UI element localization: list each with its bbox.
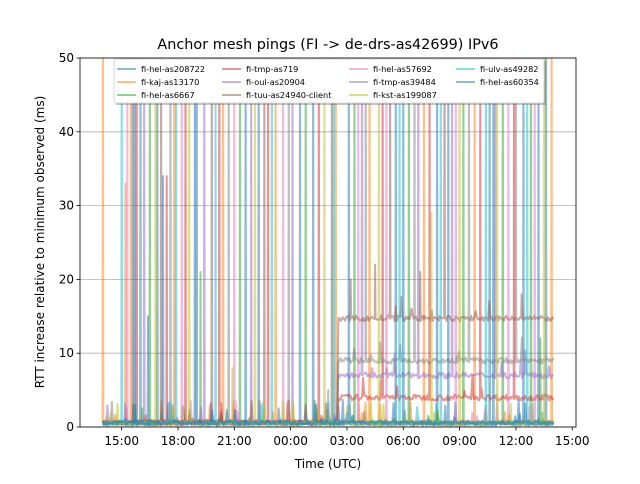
y-tick-label: 0: [66, 420, 74, 434]
x-tick-label: 09:00: [442, 434, 477, 448]
x-tick-label: 12:00: [499, 434, 534, 448]
legend-label: fi-tmp-as719: [246, 64, 298, 74]
x-tick-label: 03:00: [330, 434, 365, 448]
legend-label: fi-kaj-as13170: [141, 77, 199, 87]
plot-frame: [79, 57, 577, 428]
y-tick-label: 20: [59, 272, 74, 286]
x-tick-label: 06:00: [386, 434, 421, 448]
x-tick-label: 21:00: [217, 434, 252, 448]
series-lines: [101, 58, 555, 427]
legend-label: fi-tuu-as24940-client: [246, 90, 332, 100]
legend-label: fi-oul-as20904: [246, 77, 305, 87]
x-tick-label: 18:00: [161, 434, 196, 448]
legend-label: fi-hel-as6667: [141, 90, 195, 100]
legend-label: fi-hel-as60354: [480, 77, 539, 87]
y-tick-label: 50: [59, 51, 74, 65]
y-tick-label: 40: [59, 125, 74, 139]
x-axis: 15:00 18:00 21:00 00:00 03:00 06:00 09:00 12:00…: [104, 427, 590, 448]
y-axis: 0 10 20 30 40 50: [59, 51, 80, 434]
legend-label: fi-ulv-as49282: [480, 64, 538, 74]
chart-title: Anchor mesh pings (FI -> de-drs-as42699)…: [157, 37, 498, 53]
x-axis-label: Time (UTC): [294, 457, 361, 471]
x-tick-label: 00:00: [273, 434, 308, 448]
y-axis-label: RTT increase relative to minimum observe…: [33, 96, 47, 389]
legend-box: [113, 58, 545, 104]
legend-label: fi-tmp-as39484: [373, 77, 436, 87]
legend-label: fi-kst-as199087: [373, 90, 437, 100]
y-tick-label: 30: [59, 199, 74, 213]
legend: fi-hel-as208722 fi-kaj-as13170 fi-hel-as66…: [113, 58, 546, 105]
x-tick-label: 15:00: [104, 434, 139, 448]
legend-label: fi-hel-as57692: [373, 64, 432, 74]
x-tick-label: 15:00: [555, 434, 590, 448]
legend-label: fi-hel-as208722: [141, 64, 205, 74]
y-tick-label: 10: [59, 346, 74, 360]
series-line-fi-hel-as60354: [101, 58, 555, 426]
